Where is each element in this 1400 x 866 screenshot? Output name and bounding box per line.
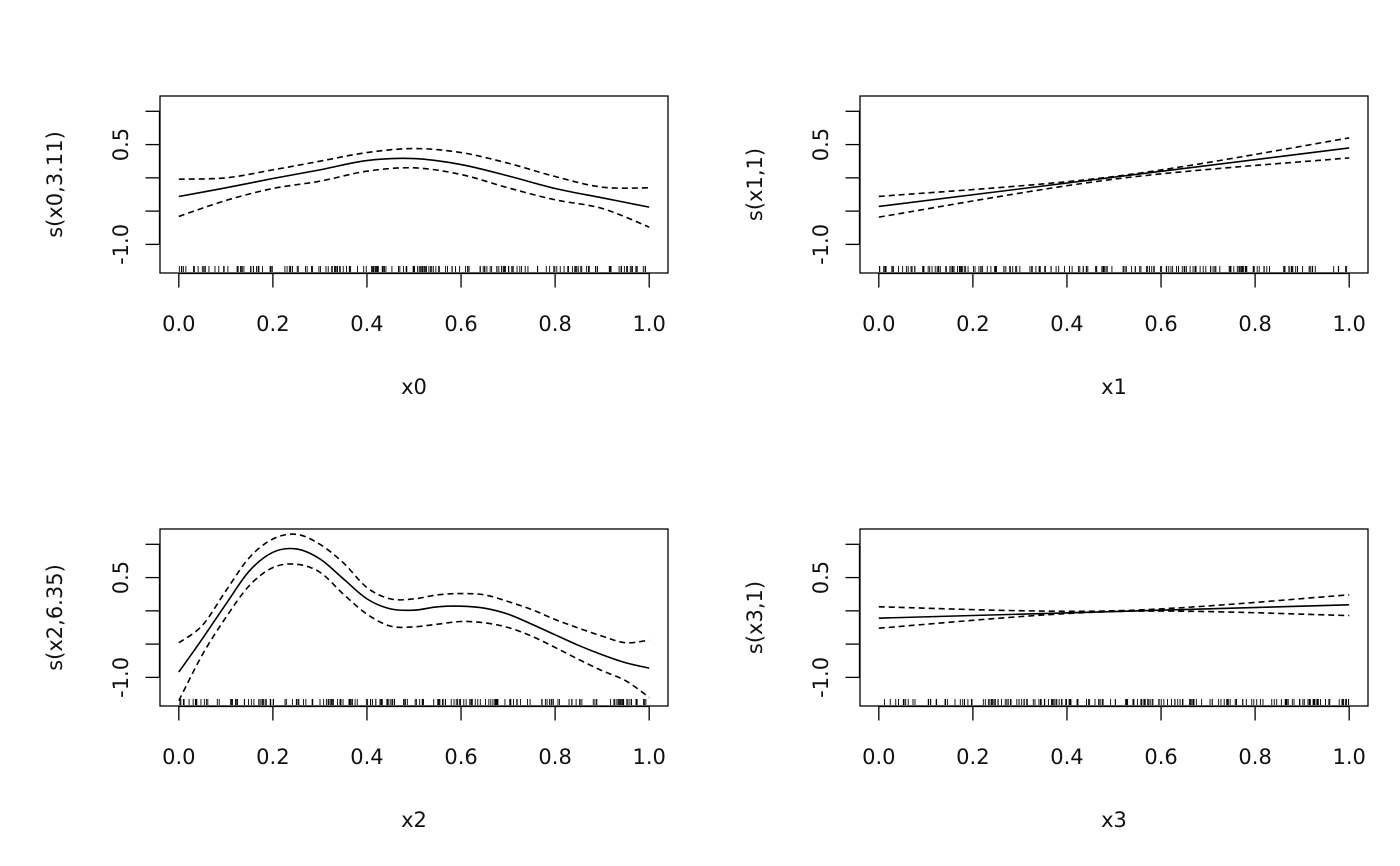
x-axis: 0.0 0.2 0.4 0.6 0.8 1.0 [162,705,666,769]
x-axis-title: x2 [401,808,427,832]
y-tick-label: 0.5 [809,561,833,594]
smooth-fit-line [178,547,650,673]
x-tick-label: 0.2 [956,312,989,336]
rug [879,266,1348,272]
plot-box [159,95,669,274]
y-tick-label: -1.0 [809,657,833,698]
x-tick-label: 1.0 [1332,312,1365,336]
x-tick-label: 0.8 [1238,745,1271,769]
rug [883,699,1350,705]
x-tick-label: 0.0 [862,745,895,769]
y-tick-label: 0.5 [109,128,133,161]
panel-x1: 0.0 0.2 0.4 0.6 0.8 1.0 x1 -1.0 0.5 s(x1,1) [743,95,1369,399]
plot-box [859,95,1369,274]
lower-band-line [878,610,1350,629]
x-tick-label: 0.6 [444,745,477,769]
x-axis-title: x1 [1101,375,1127,399]
x-tick-label: 0.2 [956,745,989,769]
x-tick-label: 0.0 [862,312,895,336]
x-tick-label: 0.4 [350,312,383,336]
x-tick-label: 0.8 [538,745,571,769]
panel-x2: 0.0 0.2 0.4 0.6 0.8 1.0 x2 -1.0 0.5 s(x2,6.35) [43,528,669,832]
y-tick-label: -1.0 [809,224,833,265]
y-axis-title: s(x3,1) [743,581,767,654]
lower-band-line [178,563,650,702]
plot-box [859,528,1369,707]
y-tick-label: 0.5 [809,128,833,161]
x-tick-label: 0.2 [256,312,289,336]
y-tick-label: -1.0 [109,224,133,265]
x-axis: 0.0 0.2 0.4 0.6 0.8 1.0 [862,272,1366,336]
y-axis: -1.0 0.5 [809,543,861,698]
x-tick-label: 0.0 [162,312,195,336]
y-tick-label: 0.5 [109,561,133,594]
panel-x3: 0.0 0.2 0.4 0.6 0.8 1.0 x3 -1.0 0.5 s(x3,1) [743,528,1369,832]
x-axis: 0.0 0.2 0.4 0.6 0.8 1.0 [162,272,666,336]
x-tick-label: 0.6 [444,312,477,336]
x-tick-label: 0.8 [1238,312,1271,336]
plot-box [159,528,669,707]
smooth-fit-line [178,157,650,208]
y-axis-title: s(x1,1) [743,148,767,221]
y-axis-title: s(x2,6.35) [43,564,67,671]
x-axis-title: x0 [401,375,427,399]
y-tick-label: -1.0 [109,657,133,698]
rug [178,266,646,272]
x-tick-label: 0.0 [162,745,195,769]
upper-band-line [178,533,650,644]
upper-band-line [178,147,650,189]
x-tick-label: 0.4 [1050,312,1083,336]
rug [179,699,647,705]
x-tick-label: 1.0 [1332,745,1365,769]
lower-band-line [878,157,1350,218]
lower-band-line [178,166,650,228]
y-axis-title: s(x0,3.11) [43,131,67,238]
x-axis-title: x3 [1101,808,1127,832]
y-axis: -1.0 0.5 [109,110,161,265]
upper-band-line [878,594,1350,613]
panel-x0: 0.0 0.2 0.4 0.6 0.8 1.0 x0 -1.0 0.5 s(x0,3.11) [43,95,669,399]
upper-band-line [878,137,1350,198]
x-tick-label: 1.0 [632,312,665,336]
x-tick-label: 0.6 [1144,312,1177,336]
x-tick-label: 0.2 [256,745,289,769]
x-tick-label: 0.8 [538,312,571,336]
x-tick-label: 1.0 [632,745,665,769]
x-axis: 0.0 0.2 0.4 0.6 0.8 1.0 [862,705,1366,769]
x-tick-label: 0.4 [1050,745,1083,769]
x-tick-label: 0.6 [1144,745,1177,769]
y-axis: -1.0 0.5 [809,110,861,265]
x-tick-label: 0.4 [350,745,383,769]
y-axis: -1.0 0.5 [109,543,161,698]
